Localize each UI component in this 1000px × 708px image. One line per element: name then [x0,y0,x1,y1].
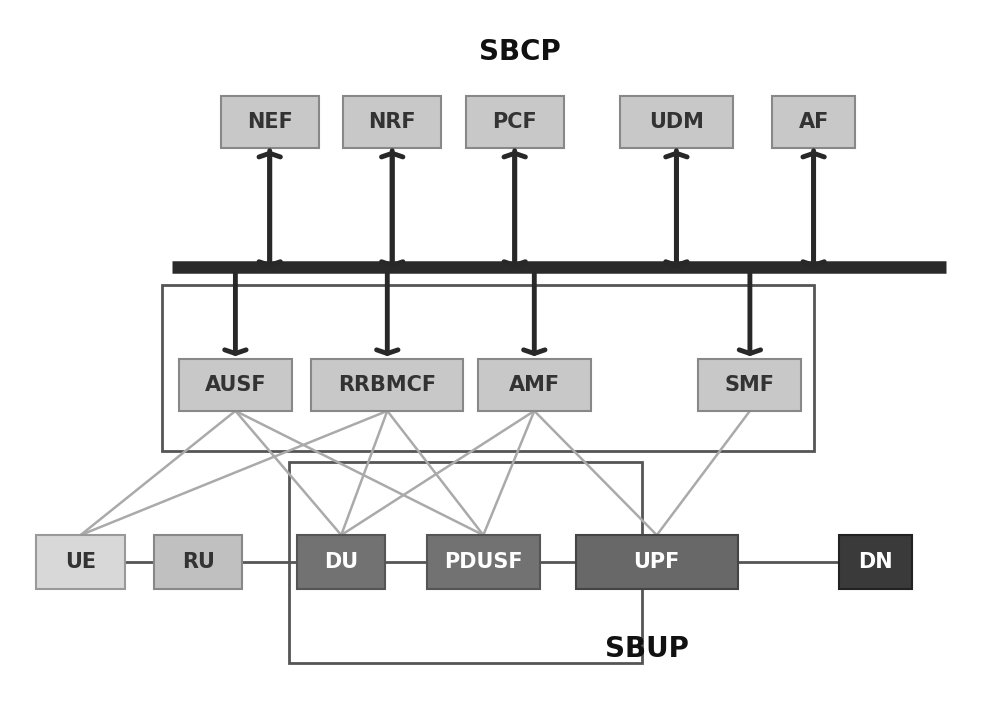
Text: NEF: NEF [247,112,293,132]
Bar [343,96,441,147]
Bar [772,96,855,147]
Text: AUSF: AUSF [205,375,266,395]
Text: UE: UE [65,552,96,572]
Text: DU: DU [324,552,358,572]
Bar [297,535,385,589]
Text: UDM: UDM [649,112,704,132]
Bar [576,535,738,589]
Text: UPF: UPF [634,552,680,572]
Bar [427,535,540,589]
Bar [698,359,801,411]
Text: AMF: AMF [509,375,560,395]
Bar [154,535,242,589]
Bar [311,359,463,411]
Text: PDUSF: PDUSF [444,552,523,572]
Text: PCF: PCF [492,112,537,132]
Bar [221,96,319,147]
Bar [620,96,733,147]
Text: RU: RU [182,552,215,572]
Text: AF: AF [798,112,829,132]
Bar [162,285,814,451]
Bar [466,96,564,147]
Bar [839,535,912,589]
Text: SBUP: SBUP [605,635,689,663]
Text: DN: DN [858,552,893,572]
Bar [478,359,591,411]
Text: NRF: NRF [368,112,416,132]
Bar [289,462,642,663]
Bar [179,359,292,411]
Text: SBCP: SBCP [479,38,560,66]
Text: SMF: SMF [725,375,775,395]
Bar [36,535,125,589]
Text: RRBMCF: RRBMCF [338,375,436,395]
